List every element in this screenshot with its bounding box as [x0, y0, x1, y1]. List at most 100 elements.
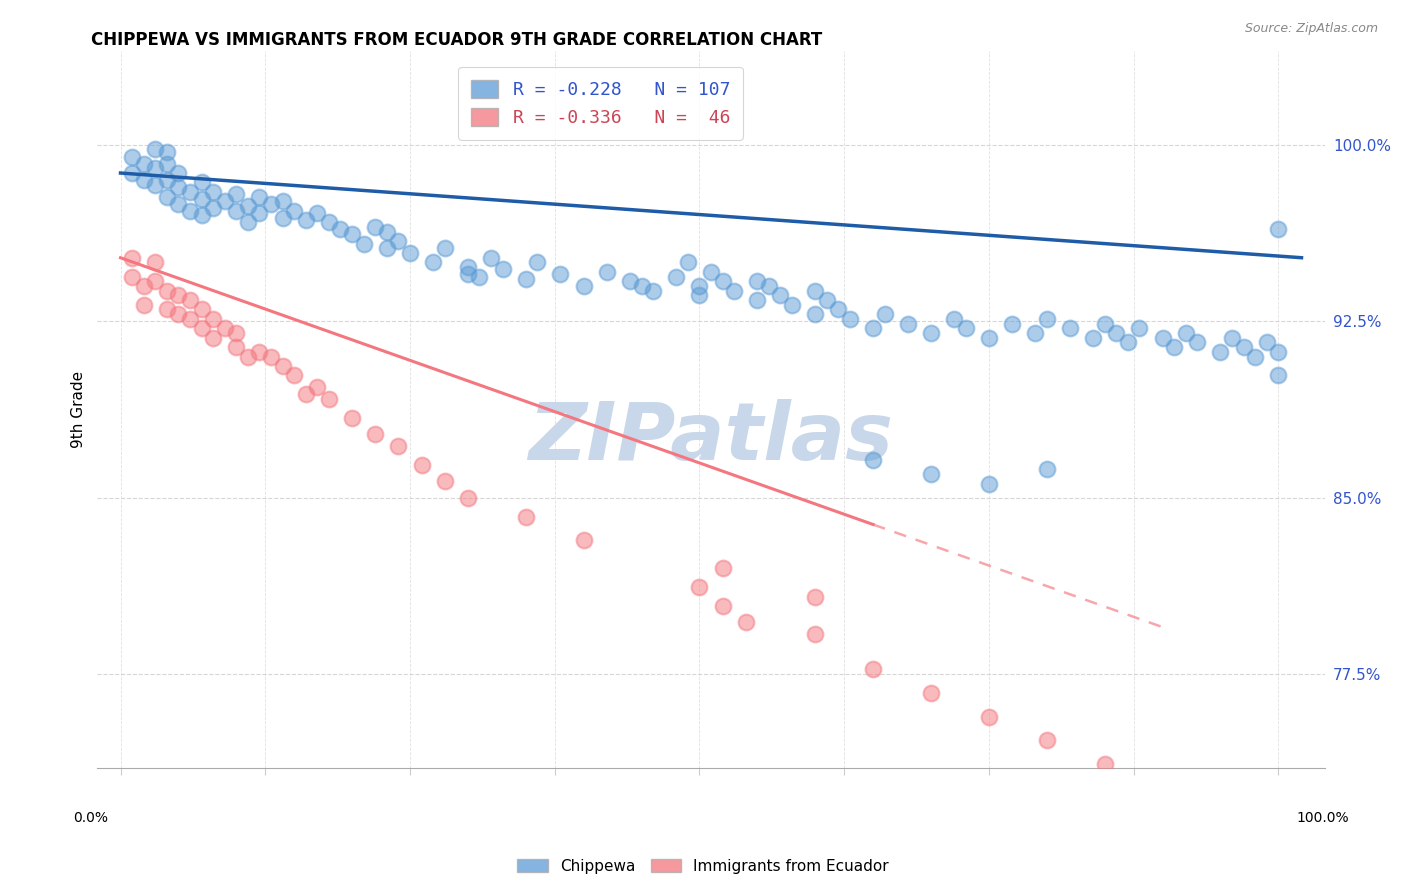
Point: [804, 627, 827, 641]
Point: [156, 145, 179, 159]
Point: [364, 220, 387, 235]
Point: [676, 255, 699, 269]
Point: [121, 269, 143, 284]
Point: [862, 321, 884, 335]
Point: [1256, 335, 1278, 350]
Point: [121, 150, 143, 164]
Point: [839, 312, 862, 326]
Point: [1152, 331, 1174, 345]
Point: [340, 227, 363, 242]
Point: [1174, 326, 1197, 340]
Point: [190, 176, 212, 190]
Point: [688, 288, 710, 302]
Point: [433, 241, 456, 255]
Point: [236, 350, 259, 364]
Text: 100.0%: 100.0%: [1296, 812, 1350, 825]
Point: [307, 206, 329, 220]
Point: [862, 663, 884, 677]
Point: [1094, 317, 1116, 331]
Point: [260, 350, 283, 364]
Point: [167, 288, 190, 302]
Point: [190, 192, 212, 206]
Point: [132, 298, 155, 312]
Point: [491, 262, 513, 277]
Point: [688, 279, 710, 293]
Point: [399, 246, 422, 260]
Point: [249, 206, 271, 220]
Point: [202, 331, 225, 345]
Point: [121, 166, 143, 180]
Point: [457, 491, 479, 505]
Point: [1244, 350, 1267, 364]
Point: [179, 312, 201, 326]
Point: [1220, 331, 1243, 345]
Legend: R = -0.228   N = 107, R = -0.336   N =  46: R = -0.228 N = 107, R = -0.336 N = 46: [458, 67, 742, 140]
Point: [1001, 317, 1024, 331]
Point: [143, 143, 166, 157]
Point: [375, 241, 398, 255]
Point: [318, 215, 340, 229]
Point: [723, 284, 745, 298]
Point: [1116, 335, 1139, 350]
Point: [260, 196, 283, 211]
Point: [156, 284, 179, 298]
Point: [596, 265, 619, 279]
Point: [202, 202, 225, 216]
Point: [179, 203, 201, 218]
Point: [862, 453, 884, 467]
Point: [1267, 222, 1289, 236]
Point: [156, 189, 179, 203]
Point: [711, 599, 734, 613]
Point: [665, 269, 688, 284]
Point: [143, 255, 166, 269]
Point: [353, 236, 375, 251]
Point: [804, 284, 827, 298]
Point: [804, 307, 827, 321]
Point: [977, 331, 1000, 345]
Point: [572, 279, 595, 293]
Point: [734, 615, 756, 630]
Point: [190, 321, 212, 335]
Point: [769, 288, 792, 302]
Point: [167, 307, 190, 321]
Point: [815, 293, 838, 307]
Point: [804, 590, 827, 604]
Text: CHIPPEWA VS IMMIGRANTS FROM ECUADOR 9TH GRADE CORRELATION CHART: CHIPPEWA VS IMMIGRANTS FROM ECUADOR 9TH …: [91, 31, 823, 49]
Point: [167, 166, 190, 180]
Point: [132, 173, 155, 187]
Point: [387, 234, 409, 248]
Point: [1187, 335, 1209, 350]
Point: [920, 686, 942, 700]
Point: [433, 474, 456, 488]
Point: [1094, 756, 1116, 771]
Text: 0.0%: 0.0%: [73, 812, 108, 825]
Point: [167, 196, 190, 211]
Legend: Chippewa, Immigrants from Ecuador: Chippewa, Immigrants from Ecuador: [510, 853, 896, 880]
Point: [1036, 462, 1059, 476]
Point: [179, 293, 201, 307]
Point: [143, 178, 166, 192]
Point: [1267, 368, 1289, 383]
Text: ZIPatlas: ZIPatlas: [529, 400, 893, 477]
Point: [294, 213, 316, 227]
Point: [526, 255, 548, 269]
Point: [1233, 340, 1256, 354]
Point: [411, 458, 433, 472]
Point: [236, 199, 259, 213]
Point: [156, 156, 179, 170]
Point: [711, 561, 734, 575]
Point: [422, 255, 444, 269]
Point: [249, 189, 271, 203]
Point: [214, 321, 236, 335]
Point: [225, 203, 247, 218]
Point: [943, 312, 966, 326]
Point: [550, 267, 572, 281]
Point: [375, 225, 398, 239]
Point: [1081, 331, 1104, 345]
Point: [457, 267, 479, 281]
Point: [156, 302, 179, 317]
Y-axis label: 9th Grade: 9th Grade: [72, 371, 86, 448]
Point: [1128, 321, 1150, 335]
Point: [1036, 733, 1059, 747]
Point: [340, 410, 363, 425]
